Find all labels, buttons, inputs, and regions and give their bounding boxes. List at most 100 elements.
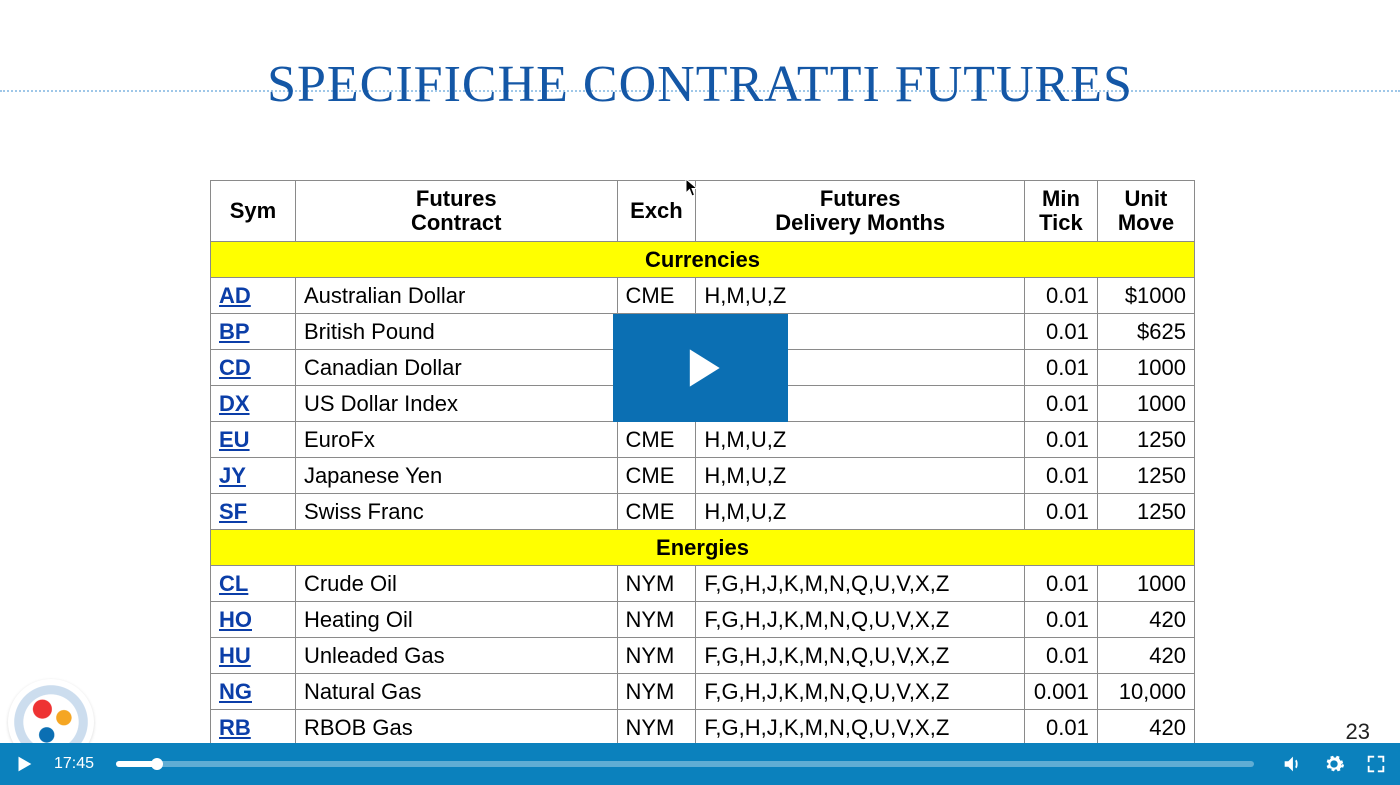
table-row: ADAustralian DollarCMEH,M,U,Z0.01$1000: [211, 278, 1195, 314]
cell-exch: CME: [617, 278, 696, 314]
cell-move: 1000: [1097, 386, 1194, 422]
cell-sym: HO: [211, 602, 296, 638]
symbol-link[interactable]: HO: [219, 607, 252, 632]
cell-contract: Australian Dollar: [295, 278, 617, 314]
col-move: UnitMove: [1097, 181, 1194, 242]
cell-contract: Unleaded Gas: [295, 638, 617, 674]
table-row: CLCrude OilNYMF,G,H,J,K,M,N,Q,U,V,X,Z0.0…: [211, 566, 1195, 602]
table-row: HU Unleaded GasNYMF,G,H,J,K,M,N,Q,U,V,X,Z…: [211, 638, 1195, 674]
cell-exch: NYM: [617, 602, 696, 638]
cell-exch: NYM: [617, 566, 696, 602]
col-tick: MinTick: [1025, 181, 1098, 242]
symbol-link[interactable]: AD: [219, 283, 251, 308]
cell-tick: 0.01: [1025, 278, 1098, 314]
cell-sym: RB: [211, 710, 296, 746]
slide-title: SPECIFICHE CONTRATTI FUTURES: [0, 55, 1400, 114]
table-row: SF Swiss FrancCMEH,M,U,Z0.011250: [211, 494, 1195, 530]
video-frame: SPECIFICHE CONTRATTI FUTURES Sym Futures…: [0, 0, 1400, 785]
cell-tick: 0.01: [1025, 566, 1098, 602]
cell-contract: Japanese Yen: [295, 458, 617, 494]
table-row: JYJapanese YenCMEH,M,U,Z0.011250: [211, 458, 1195, 494]
col-contract: FuturesContract: [295, 181, 617, 242]
cell-tick: 0.001: [1025, 674, 1098, 710]
symbol-link[interactable]: HU: [219, 643, 251, 668]
settings-button[interactable]: [1320, 750, 1348, 778]
symbol-link[interactable]: SF: [219, 499, 247, 524]
cell-sym: AD: [211, 278, 296, 314]
gear-icon: [1323, 753, 1345, 775]
cell-months: H,M,U,Z: [696, 278, 1025, 314]
table-header: Sym FuturesContract Exch FuturesDelivery…: [211, 181, 1195, 242]
play-overlay-icon: [673, 340, 729, 396]
section-header: Energies: [211, 530, 1195, 566]
cell-move: 10,000: [1097, 674, 1194, 710]
cell-exch: NYM: [617, 638, 696, 674]
cell-move: 420: [1097, 638, 1194, 674]
cell-contract: EuroFx: [295, 422, 617, 458]
fullscreen-button[interactable]: [1362, 750, 1390, 778]
cell-exch: NYM: [617, 710, 696, 746]
play-button[interactable]: [10, 750, 38, 778]
cell-sym: JY: [211, 458, 296, 494]
section-label: Currencies: [211, 242, 1195, 278]
cell-contract: Natural Gas: [295, 674, 617, 710]
cell-months: H,M,U,Z: [696, 422, 1025, 458]
cell-sym: NG: [211, 674, 296, 710]
col-exch: Exch: [617, 181, 696, 242]
col-months: FuturesDelivery Months: [696, 181, 1025, 242]
table-row: NG Natural GasNYMF,G,H,J,K,M,N,Q,U,V,X,Z0…: [211, 674, 1195, 710]
col-sym: Sym: [211, 181, 296, 242]
play-overlay-button[interactable]: [613, 314, 788, 422]
cell-tick: 0.01: [1025, 386, 1098, 422]
symbol-link[interactable]: DX: [219, 391, 250, 416]
cell-exch: CME: [617, 494, 696, 530]
symbol-link[interactable]: BP: [219, 319, 250, 344]
cell-contract: British Pound: [295, 314, 617, 350]
cell-contract: Swiss Franc: [295, 494, 617, 530]
symbol-link[interactable]: CD: [219, 355, 251, 380]
cell-tick: 0.01: [1025, 710, 1098, 746]
symbol-link[interactable]: NG: [219, 679, 252, 704]
cell-tick: 0.01: [1025, 494, 1098, 530]
symbol-link[interactable]: CL: [219, 571, 248, 596]
section-label: Energies: [211, 530, 1195, 566]
futures-spec-table: Sym FuturesContract Exch FuturesDelivery…: [210, 180, 1195, 746]
cell-move: 1250: [1097, 422, 1194, 458]
table-row: EUEuroFxCMEH,M,U,Z0.011250: [211, 422, 1195, 458]
cell-contract: Heating Oil: [295, 602, 617, 638]
cell-exch: CME: [617, 458, 696, 494]
cell-months: F,G,H,J,K,M,N,Q,U,V,X,Z: [696, 602, 1025, 638]
cell-tick: 0.01: [1025, 422, 1098, 458]
progress-thumb[interactable]: [151, 758, 163, 770]
progress-bar[interactable]: [116, 761, 1254, 767]
cell-months: H,M,U,Z: [696, 458, 1025, 494]
cell-move: 1250: [1097, 494, 1194, 530]
cell-move: 420: [1097, 602, 1194, 638]
cell-contract: US Dollar Index: [295, 386, 617, 422]
section-header: Currencies: [211, 242, 1195, 278]
volume-icon: [1281, 753, 1303, 775]
cell-tick: 0.01: [1025, 314, 1098, 350]
cell-sym: CD: [211, 350, 296, 386]
cell-contract: Canadian Dollar: [295, 350, 617, 386]
cell-move: 420: [1097, 710, 1194, 746]
cell-sym: DX: [211, 386, 296, 422]
symbol-link[interactable]: JY: [219, 463, 246, 488]
cell-tick: 0.01: [1025, 350, 1098, 386]
cell-months: F,G,H,J,K,M,N,Q,U,V,X,Z: [696, 638, 1025, 674]
cell-contract: Crude Oil: [295, 566, 617, 602]
table-row: HOHeating OilNYMF,G,H,J,K,M,N,Q,U,V,X,Z0…: [211, 602, 1195, 638]
symbol-link[interactable]: EU: [219, 427, 250, 452]
cell-months: H,M,U,Z: [696, 494, 1025, 530]
cell-sym: CL: [211, 566, 296, 602]
cell-months: F,G,H,J,K,M,N,Q,U,V,X,Z: [696, 710, 1025, 746]
symbol-link[interactable]: RB: [219, 715, 251, 740]
futures-table-wrap: Sym FuturesContract Exch FuturesDelivery…: [210, 180, 1195, 746]
cell-months: F,G,H,J,K,M,N,Q,U,V,X,Z: [696, 674, 1025, 710]
cell-exch: NYM: [617, 674, 696, 710]
cell-move: 1000: [1097, 350, 1194, 386]
cell-sym: BP: [211, 314, 296, 350]
cell-tick: 0.01: [1025, 638, 1098, 674]
volume-button[interactable]: [1278, 750, 1306, 778]
video-controls: 17:45: [0, 743, 1400, 785]
